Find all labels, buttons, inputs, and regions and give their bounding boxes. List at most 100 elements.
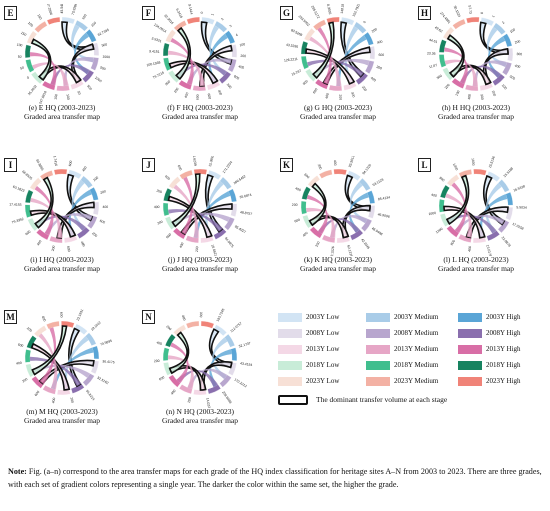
chord-diagram-l: 15.5136 15.5188 16.5338 5.5034 17.015822.887… (428, 156, 527, 256)
chord-tick-label: 300 (516, 52, 522, 56)
chord-tick-label: 81.7416 (52, 156, 58, 166)
chord-tick-label: 50 (20, 66, 25, 71)
chord-tick-label: 84.8855 (35, 159, 44, 172)
chord-ribbon (30, 38, 52, 82)
chord-tick-label: 13.0176 (485, 244, 492, 256)
chord-tick-label: 1600 (471, 158, 476, 166)
chord-tick-label: 112.0757 (230, 321, 243, 333)
chord-tick-label: 400 (333, 160, 337, 166)
chord-tick-label: 200 (514, 39, 521, 44)
figure-note: Note: Fig. (a–n) correspond to the area … (8, 466, 544, 491)
caption-title-j: (j) J HQ (2003-2023) (168, 255, 232, 264)
chord-tick-label: 57.73 (468, 5, 473, 14)
chord-ribbon (39, 327, 57, 385)
legend-label-2013-medium: 2013Y Medium (394, 345, 439, 353)
chord-ribbon (451, 182, 467, 234)
chord-tick-label: 600 (303, 173, 310, 180)
chord-tick-label: 600 (99, 219, 106, 225)
chord-tick-label: 38.3935 (326, 4, 332, 15)
legend-label-2023-low: 2023Y Low (306, 377, 340, 385)
chord-tick-label: 500 (86, 84, 93, 91)
caption-subtitle-m: Graded area transfer map (24, 416, 100, 425)
chord-arc (200, 320, 215, 329)
chord-tick-label: 800 (164, 80, 171, 87)
panel-tag-h: H (418, 6, 431, 20)
chord-tick-label: 200 (187, 397, 192, 404)
chord-tick-label: 274.4881 (439, 11, 451, 24)
chord-tick-label: 200 (91, 231, 98, 238)
chord-tick-label: 152.7922 (352, 4, 361, 17)
legend-label-2018-medium: 2018Y Medium (394, 361, 439, 369)
legend-swatch-2008-high (458, 329, 482, 338)
panel-tag-f: F (142, 6, 155, 20)
chord-ribbon (173, 184, 199, 238)
chord-ribbon (485, 183, 502, 234)
chord-tick-label: 100 (509, 27, 516, 33)
caption-subtitle-g: Graded area transfer map (300, 112, 376, 121)
chord-tick-label: 400 (81, 165, 87, 172)
chord-tick-label: 400 (16, 361, 22, 366)
chord-diagram-h: 0121002003004005001002003004001002003001… (427, 5, 522, 100)
chord-tick-label: 200 (173, 87, 179, 94)
chord-arc (300, 200, 307, 215)
legend-label-2023-high: 2023Y High (486, 377, 521, 385)
caption-subtitle-f: Graded area transfer map (162, 112, 238, 121)
chord-tick-label: 600 (233, 74, 240, 80)
chord-tick-label: 4 (235, 33, 239, 37)
chord-tick-label: 400 (154, 205, 160, 209)
panel-tag-m: M (4, 310, 17, 324)
legend-swatch-2023-low (278, 377, 302, 386)
chord-tick-label: 17.4155 (9, 203, 21, 207)
chord-tick-label: 300 (480, 94, 485, 100)
panel-e: 45.5484 70.9286 100 150 62.7395 500 1000 500 100… (2, 4, 122, 122)
legend-swatch-2008-low (278, 329, 302, 338)
panel-tag-i: I (4, 158, 17, 172)
chord-arc (56, 85, 70, 92)
legend-swatch-2023-medium (366, 377, 390, 386)
chord-tick-label: 400 (36, 239, 42, 246)
chord-ribbon (168, 50, 206, 86)
chord-tick-label: 94.1325 (361, 163, 372, 175)
chord-tick-label: 400 (431, 193, 438, 198)
chord-ribbon (34, 176, 54, 229)
chord-arc (46, 16, 61, 25)
chord-tick-label: 55.8214 (85, 389, 96, 401)
caption-title-g: (g) G HQ (2003-2023) (303, 103, 373, 112)
chord-tick-label: 600 (196, 94, 200, 100)
chord-tick-label: 1000 (102, 55, 110, 60)
chord-tick-label: 43.4154 (240, 361, 253, 367)
caption-subtitle-h: Graded area transfer map (438, 112, 514, 121)
legend-label-2008-low: 2008Y Low (306, 329, 340, 337)
chord-tick-label: 70.9286 (71, 4, 78, 16)
legend-swatch-2003-low (278, 313, 302, 322)
caption-title-k: (k) K HQ (2003-2023) (303, 255, 373, 264)
chord-tick-label: 85.4134 (378, 195, 391, 201)
chord-ribbon (444, 59, 478, 86)
chord-tick-label: 79.3352 (11, 217, 24, 225)
caption-subtitle-n: Graded area transfer map (162, 416, 238, 425)
chord-tick-label: 600 (294, 218, 301, 224)
chord-tick-label: 19.1512 (90, 320, 102, 331)
chord-tick-label: 400 (170, 389, 177, 396)
chord-tick-label: 1600 (428, 211, 436, 216)
panel-j: 15.3692 171.2334 166.5452 35.6874 48.8757 85.… (140, 156, 260, 274)
chord-tick-label: 800 (302, 79, 309, 86)
chord-diagram-i: 60040020020040060020040060020040060079.3… (9, 156, 108, 252)
chord-tick-label: 44.61 (429, 38, 438, 44)
chord-tick-label: 600 (59, 312, 63, 318)
chord-tick-label: 161.6239 (192, 156, 198, 166)
panel-m: 22.1931 19.1512 74.5895 36.4175 52.5162 55.82… (2, 308, 122, 426)
chord-tick-label: 83.5268 (290, 28, 303, 37)
chord-tick-label: 22.8878 (501, 236, 512, 248)
chord-tick-label: 36.4175 (102, 359, 115, 364)
chord-tick-label: 200 (376, 65, 383, 71)
chord-tick-label: 400 (179, 242, 185, 249)
chord-tick-label: 62.7395 (97, 28, 110, 37)
chord-tick-label: 200 (157, 220, 164, 226)
chord-ribbon (208, 33, 228, 84)
chord-ribbon (34, 185, 54, 236)
legend-label-2018-high: 2018Y High (486, 361, 521, 369)
chord-tick-label: 600 (66, 246, 71, 252)
chord-tick-label: 200 (51, 245, 56, 251)
